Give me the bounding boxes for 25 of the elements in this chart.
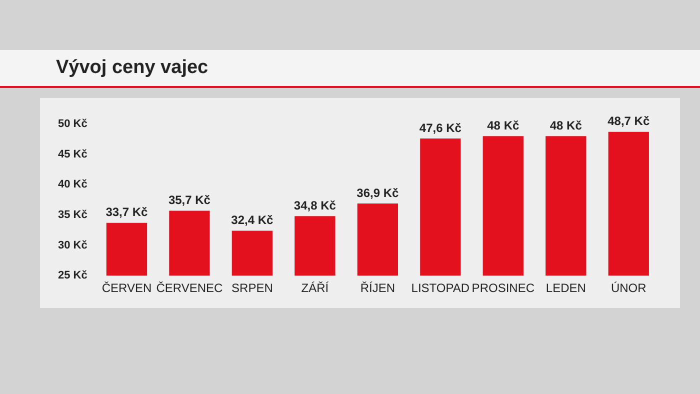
- chart-title: Vývoj ceny vajec: [56, 57, 208, 79]
- data-label: 48,7 Kč: [608, 114, 650, 128]
- y-tick-label: 40 Kč: [58, 178, 88, 191]
- data-label: 32,4 Kč: [231, 213, 274, 228]
- y-tick-label: 25 Kč: [58, 270, 88, 282]
- y-tick-label: 30 Kč: [58, 239, 88, 252]
- y-tick-label: 45 Kč: [58, 148, 88, 160]
- y-tick-label: 35 Kč: [58, 208, 88, 221]
- data-label: 36,9 Kč: [356, 186, 400, 200]
- data-label: 33,7 Kč: [106, 205, 148, 220]
- x-tick-label: PROSINEC: [472, 281, 535, 296]
- data-label: 48 Kč: [550, 118, 582, 132]
- data-label: 35,7 Kč: [168, 193, 211, 208]
- x-tick-label: ČERVEN: [102, 281, 152, 296]
- x-tick-label: SRPEN: [232, 281, 273, 296]
- x-tick-label: ŘÍJEN: [360, 281, 396, 296]
- y-tick-label: 50 Kč: [58, 118, 88, 130]
- x-tick-label: LISTOPAD: [411, 281, 470, 296]
- data-label: 47,6 Kč: [419, 120, 462, 135]
- data-label: 48 Kč: [487, 118, 520, 132]
- x-tick-label: ÚNOR: [610, 281, 647, 296]
- x-tick-label: ČERVENEC: [156, 281, 224, 296]
- x-tick-label: LEDEN: [546, 281, 586, 296]
- data-label: 34,8 Kč: [294, 198, 336, 212]
- x-tick-label: ZÁŘÍ: [301, 281, 330, 296]
